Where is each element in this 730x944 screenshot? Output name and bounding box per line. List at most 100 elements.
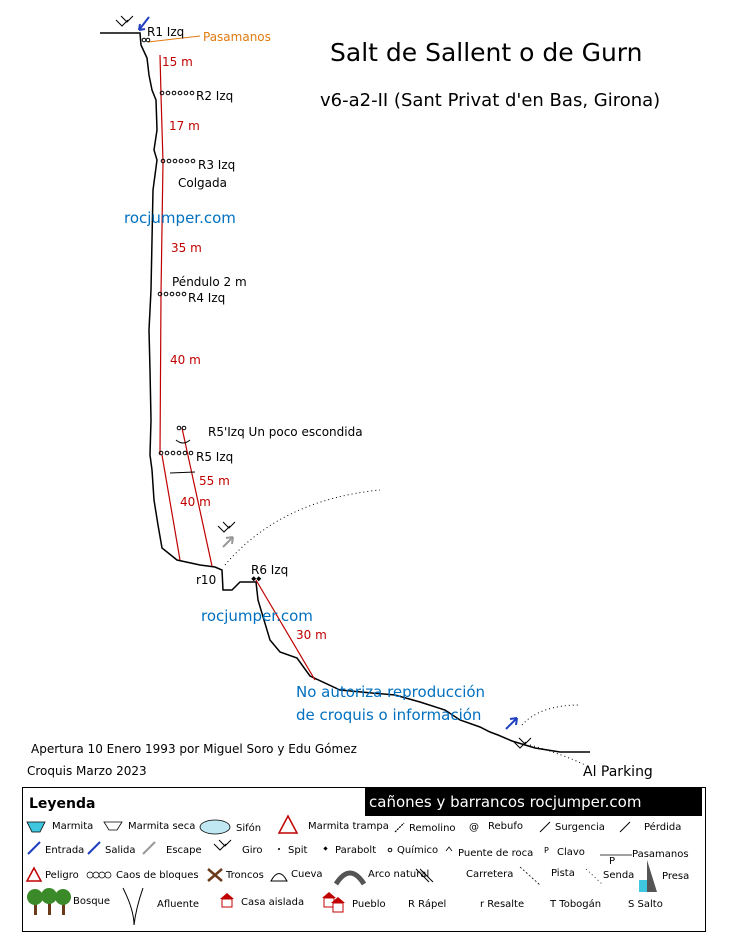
page-subtitle: v6-a2-II (Sant Privat d'en Bas, Girona) — [320, 90, 661, 111]
legend-casa: Casa aislada — [241, 897, 305, 908]
legend-troncos: Troncos — [226, 870, 264, 881]
legend-peligro: Peligro — [45, 870, 79, 881]
anchor-r4 — [157, 291, 187, 297]
canyon-profile — [100, 32, 590, 753]
pitch-35m: 35 m — [171, 241, 202, 255]
label-r4: R4 Izq — [188, 291, 226, 305]
legend-marmita-seca: Marmita seca — [128, 821, 196, 832]
marmita-icon — [26, 821, 46, 833]
legend-bosque: Bosque — [73, 896, 111, 907]
anchor-r2 — [159, 90, 195, 96]
spit-icon — [278, 848, 280, 850]
pasamanos-line — [147, 35, 201, 43]
pitch-17m: 17 m — [169, 119, 200, 133]
anchor-r5p — [176, 425, 187, 431]
legend-pasamanos-p: P — [609, 856, 616, 867]
quimico-icon — [387, 847, 393, 853]
label-colgada: Colgada — [178, 176, 227, 190]
pueblo-icon — [322, 892, 345, 913]
label-r3: R3 Izq — [198, 158, 236, 172]
legend-afluente: Afluente — [157, 899, 200, 910]
marmita-trampa-icon — [277, 814, 299, 834]
label-r5p: R5'Izq Un poco escondida — [208, 425, 363, 439]
legend-salto: S Salto — [628, 899, 663, 910]
legend-giro: Giro — [242, 845, 263, 856]
rope-r6 — [255, 579, 316, 681]
pitch-40m: 40 m — [170, 353, 201, 367]
legend-escape: Escape — [166, 845, 202, 856]
rope-r1-r2 — [159, 54, 162, 96]
credit-croquis: Croquis Marzo 2023 — [27, 764, 147, 778]
rope-r2-r3 — [160, 94, 164, 163]
legend-banner: cañones y barrancos rocjumper.com — [365, 788, 702, 816]
rope-r5 — [161, 454, 181, 561]
label-r10: r10 — [196, 573, 217, 587]
entrada-legend-icon — [27, 841, 41, 855]
legend-resalte: r Resalte — [480, 899, 525, 910]
label-r2: R2 Izq — [196, 89, 234, 103]
legend-marmita: Marmita — [52, 821, 94, 832]
arco-icon — [333, 870, 367, 886]
pista-icon — [519, 866, 541, 886]
troncos-icon — [207, 868, 223, 882]
legend-cueva: Cueva — [291, 869, 323, 880]
surgencia-icon — [539, 821, 551, 833]
caos-icon — [86, 871, 112, 879]
parking-path — [529, 744, 586, 766]
legend-tobogan: T Tobogán — [550, 899, 602, 910]
pitch-30m: 30 m — [296, 628, 327, 642]
clavo-icon: P — [544, 846, 549, 855]
legend-title: Leyenda — [29, 796, 96, 812]
page-title: Salt de Sallent o de Gurn — [330, 38, 643, 67]
legend-perdida: Pérdida — [644, 822, 682, 833]
marmita-seca-icon — [103, 821, 123, 831]
carretera-icon — [415, 868, 430, 883]
legend-rebufo: Rebufo — [488, 821, 523, 832]
pitch-55m: 55 m — [199, 474, 230, 488]
parabolt-icon — [323, 846, 328, 851]
legend-arco: Arco natural — [368, 869, 430, 880]
label-pasamanos: Pasamanos — [203, 30, 271, 44]
legend-entrada: Entrada — [45, 845, 85, 856]
rope-r3-r4 — [160, 161, 164, 295]
legend-box — [22, 787, 706, 932]
credit-apertura: Apertura 10 Enero 1993 por Miguel Soro y… — [31, 742, 357, 756]
entrada-icon — [138, 16, 150, 31]
label-r5: R5 Izq — [196, 450, 234, 464]
rope-r5p — [181, 427, 213, 567]
copyright-line-1: No autoriza reproducción — [296, 683, 486, 701]
legend-pueblo: Pueblo — [352, 899, 386, 910]
anchor-r5 — [158, 450, 194, 456]
legend-puente-roca: Puente de roca — [458, 848, 534, 859]
legend-presa: Presa — [662, 871, 690, 882]
legend-surgencia: Surgencia — [555, 822, 605, 833]
giro-icon-mid — [217, 521, 236, 533]
afluente-icon — [122, 887, 144, 926]
legend-caos: Caos de bloques — [116, 870, 199, 881]
label-r6: R6 Izq — [251, 563, 289, 577]
exit-path — [521, 704, 581, 726]
anchor-r3 — [160, 158, 196, 164]
giro-icon-end — [513, 737, 532, 749]
legend-spit: Spit — [288, 845, 308, 856]
anchor-r6 — [251, 576, 262, 582]
giro-legend-icon — [213, 839, 232, 851]
legend-carretera: Carretera — [466, 869, 514, 880]
remolino-icon — [394, 822, 405, 833]
label-parking: Al Parking — [583, 764, 653, 780]
rebufo-icon: @ — [469, 822, 479, 833]
legend-pista: Pista — [551, 868, 575, 879]
peligro-icon — [25, 866, 43, 882]
legend-parabolt: Parabolt — [335, 845, 377, 856]
legend-salida: Salida — [105, 845, 136, 856]
rope-r4-r5 — [159, 293, 162, 456]
legend-sifon: Sifón — [236, 823, 262, 834]
label-pendulo: Péndulo 2 m — [172, 275, 247, 289]
legend-clavo: Clavo — [557, 847, 585, 858]
copyright-line-2: de croquis o información — [296, 706, 482, 724]
escape-legend-icon — [142, 841, 156, 855]
bosque-icon — [27, 888, 71, 915]
perdida-icon — [619, 821, 631, 833]
